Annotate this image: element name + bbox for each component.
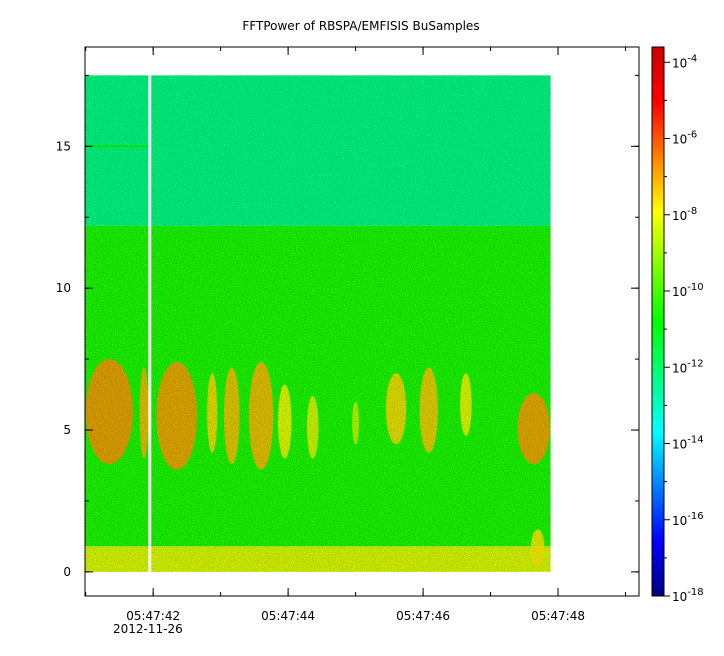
colorbar-axis: 10-18 10-16 10-14 10-12 10-10 10-8 10-6 10-4 bbox=[664, 53, 704, 604]
colorbar-tick-label: 10-6 bbox=[672, 130, 697, 147]
colorbar-tick-label: 10-16 bbox=[672, 511, 704, 528]
y-tick-label: 5 bbox=[63, 423, 71, 437]
chart-title: FFTPower of RBSPA/EMFISIS BuSamples bbox=[242, 19, 479, 33]
colorbar bbox=[652, 47, 664, 596]
data-gap bbox=[148, 75, 152, 572]
x-date-label: 2012-11-26 bbox=[113, 622, 183, 636]
x-axis: 05:47:42 05:47:44 05:47:46 05:47:48 bbox=[85, 47, 627, 623]
y-tick-label: 10 bbox=[56, 281, 71, 295]
y-tick-label: 0 bbox=[63, 565, 71, 579]
y-tick-label: 15 bbox=[56, 139, 71, 153]
spectrogram-plot-area bbox=[85, 75, 551, 572]
x-tick-label: 05:47:48 bbox=[531, 609, 585, 623]
colorbar-tick-label: 10-4 bbox=[672, 53, 697, 70]
y-axis: 0 5 10 15 bbox=[56, 74, 639, 579]
colorbar-frame bbox=[651, 46, 665, 597]
colorbar-tick-label: 10-10 bbox=[672, 282, 704, 299]
colorbar-tick-label: 10-18 bbox=[672, 587, 704, 604]
colorbar-tick-label: 10-8 bbox=[672, 206, 697, 223]
x-tick-label: 05:47:44 bbox=[261, 609, 315, 623]
x-tick-label: 05:47:42 bbox=[126, 609, 180, 623]
x-tick-label: 05:47:46 bbox=[396, 609, 450, 623]
colorbar-tick-label: 10-12 bbox=[672, 358, 704, 375]
spectrogram-texture bbox=[85, 75, 551, 572]
colorbar-tick-label: 10-14 bbox=[672, 435, 704, 452]
plot-frame bbox=[84, 46, 640, 597]
